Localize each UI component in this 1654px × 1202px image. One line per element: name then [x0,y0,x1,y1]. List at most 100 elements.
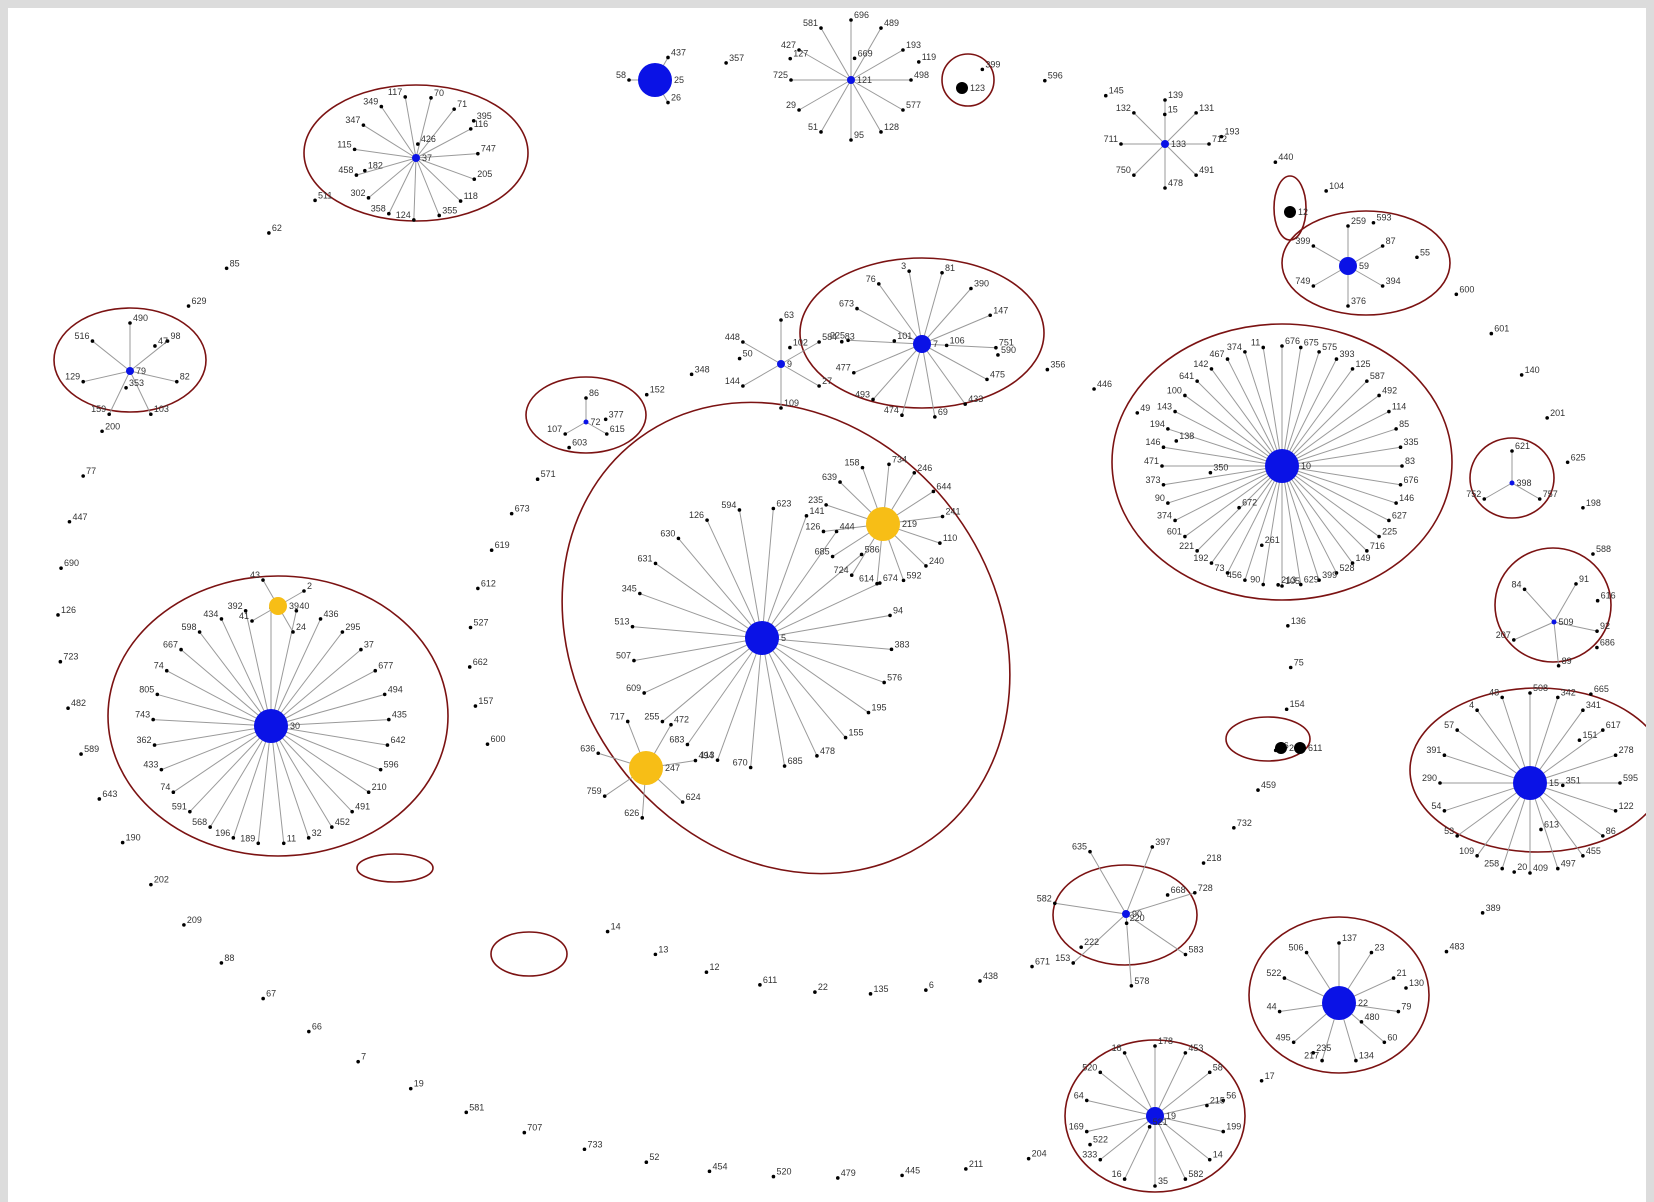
leaf-node [1455,834,1459,838]
edge [1163,446,1283,467]
node-label: 399 [1295,236,1310,246]
node-label: 2 [307,581,312,591]
chain-node [81,474,85,478]
edge [1227,358,1283,467]
node-label: 11 [287,833,296,843]
node-label: 491 [1199,165,1214,175]
chain-node [724,61,728,65]
edge [1125,892,1195,915]
chain-label: 145 [1109,86,1124,96]
node-label: 210 [372,782,387,792]
chain-node [267,231,271,235]
node-label: 149 [1356,553,1371,563]
leaf-node [642,691,646,695]
node-label: 341 [1586,700,1601,710]
leaf-node [685,742,690,747]
leaf-node [385,743,390,747]
chain-node [1415,255,1419,260]
leaf-node [901,578,906,583]
leaf-node [1595,629,1599,633]
chain-label: 201 [1550,408,1565,418]
leaf-node [779,406,783,410]
edge [1054,902,1127,915]
highlight-ring [1052,864,1198,966]
hub-node [629,751,663,785]
leaf-node [1398,445,1403,450]
chain-label: 17 [1265,1071,1275,1081]
edge [780,363,820,387]
edge [166,670,272,727]
leaf-node [838,480,842,484]
node-label: 23 [1374,943,1384,953]
leaf-node [1455,728,1459,732]
leaf-node [1084,1098,1089,1103]
edge [761,531,837,639]
node-label: 355 [442,205,457,215]
chain-label: 119 [922,52,936,62]
node-label: 105 [1285,576,1300,586]
edge [1281,465,1401,486]
leaf-node [660,719,665,724]
node-label: 491 [355,802,370,812]
leaf-node [340,630,345,634]
node-label: 109 [784,398,799,408]
chain-node [758,983,762,987]
hub-node [254,709,288,743]
node-label: 43 [250,570,260,580]
node-label: 27 [822,376,832,386]
node-label: 342 [1561,687,1576,697]
node-label: 724 [834,565,849,575]
hub-node [638,63,672,97]
leaf-node [938,541,942,545]
leaf-node [318,617,323,621]
leaf-node [866,710,871,715]
leaf-node [1161,445,1166,450]
node-label: 399 [1322,570,1337,580]
leaf-node [1183,952,1188,957]
edge [1553,621,1598,632]
edge [1167,465,1283,504]
leaf-node [632,658,636,663]
node-label: 126 [689,510,704,520]
hub-label: 10 [1301,461,1311,471]
leaf-node [1132,173,1136,177]
chain-label: 15 [1168,104,1178,114]
chain-label: 211 [969,1159,983,1169]
chain-label: 629 [192,296,207,306]
leaf-node [1183,1051,1188,1055]
chain-label: 19 [414,1079,424,1089]
leaf-node [1317,578,1321,582]
edge [1262,465,1283,585]
leaf-node [294,608,299,613]
chain-label: 445 [905,1165,920,1175]
edge [270,725,333,828]
chain-node [1512,870,1517,874]
chain-node [1560,783,1565,788]
node-label: 87 [1386,236,1396,246]
chain-node [468,625,473,630]
chain-label: 22 [818,982,828,992]
node-label: 114 [1392,402,1406,412]
node-label: 258 [1484,859,1499,869]
node-label: 617 [1606,720,1621,730]
node-label: 192 [1193,553,1208,563]
node-label: 74 [154,661,164,671]
node-label: 58 [616,70,626,80]
leaf-node [219,617,224,621]
edge [921,343,936,417]
leaf-node [830,554,835,559]
leaf-node [846,338,850,343]
node-label: 128 [884,122,899,132]
node-label: 16 [1112,1169,1122,1179]
node-label: 627 [1392,510,1407,520]
leaf-node [1195,549,1199,553]
chain-label: 106 [950,335,965,345]
nodes: 117 7071116747205118355124358302458115347… [56,10,1638,1188]
leaf-node [1183,1177,1188,1181]
node-label: 493 [855,389,870,399]
edge [761,637,892,650]
node-label: 757 [1543,489,1558,499]
node-label: 472 [674,715,689,725]
node-label: 494 [388,684,403,694]
leaf-node [151,717,155,722]
